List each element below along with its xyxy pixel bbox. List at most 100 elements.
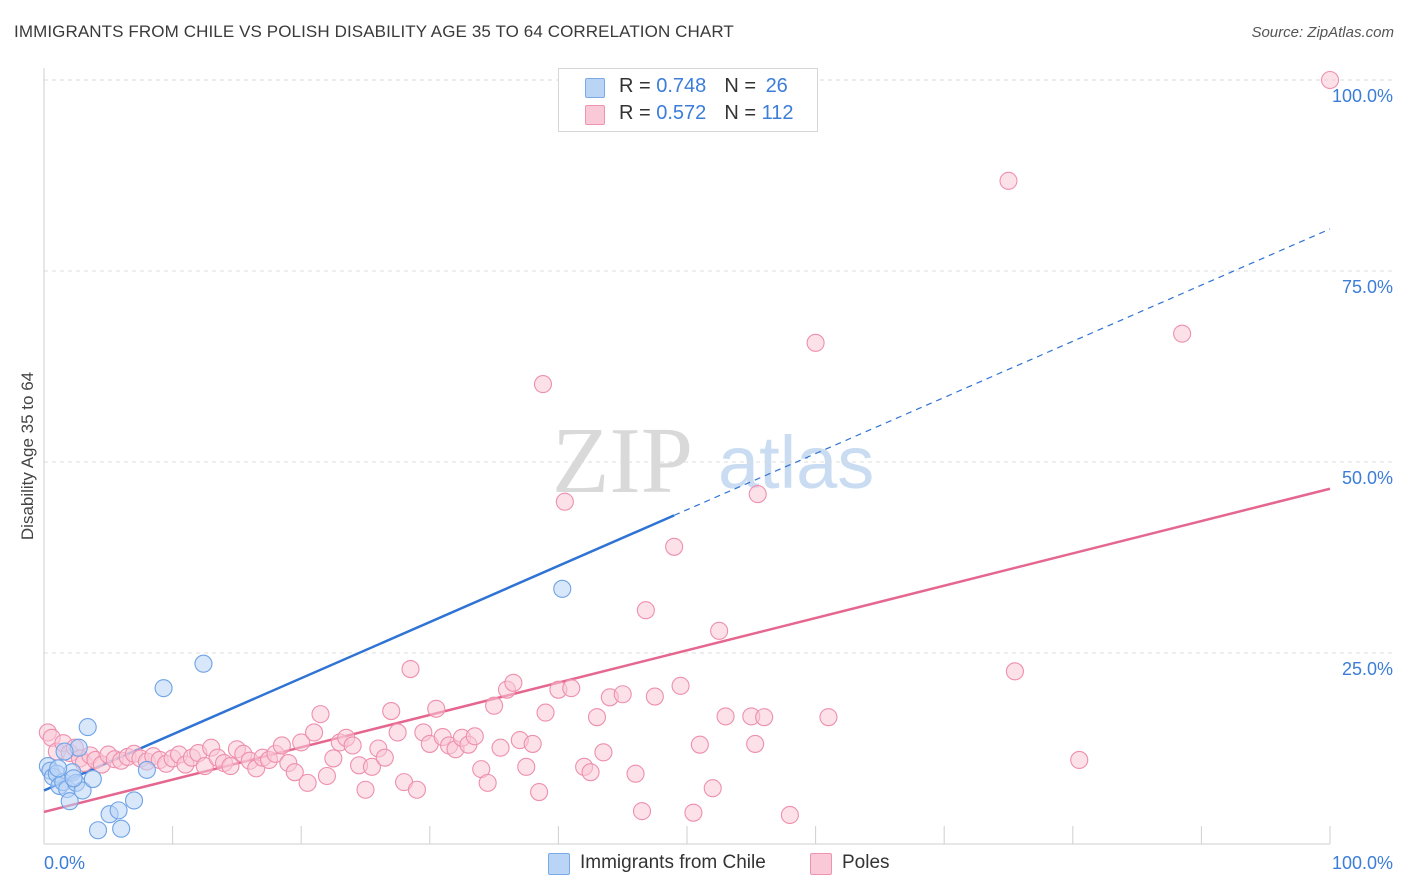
data-point-chile <box>137 760 156 779</box>
data-point-poles <box>1320 70 1340 90</box>
y-tick-label: 75.0% <box>1342 277 1393 297</box>
stats-r-label: R = <box>619 75 657 97</box>
data-point-chile <box>55 742 74 761</box>
data-point-poles <box>587 708 607 727</box>
data-point-poles <box>613 685 632 704</box>
data-point-poles <box>465 727 484 746</box>
y-tick-label: 100.0% <box>1332 86 1393 106</box>
chart-title: IMMIGRANTS FROM CHILE VS POLISH DISABILI… <box>14 22 734 41</box>
data-points <box>38 70 1340 840</box>
data-point-poles <box>292 733 311 752</box>
data-point-poles <box>716 707 735 726</box>
data-point-poles <box>324 749 343 768</box>
data-point-poles <box>632 802 652 821</box>
data-point-poles <box>285 763 304 782</box>
data-point-poles <box>523 734 542 753</box>
axes <box>43 68 1331 845</box>
stats-r-value-poles: 0.572 <box>656 102 707 124</box>
data-point-chile <box>154 679 173 698</box>
stats-n-label: N = <box>724 102 762 124</box>
data-point-poles <box>1070 750 1089 770</box>
legend-swatch-poles <box>810 853 832 875</box>
data-point-poles <box>427 699 446 718</box>
stats-n-label: N = <box>724 75 762 97</box>
data-point-chile <box>124 791 144 810</box>
y-tick-label: 50.0% <box>1342 468 1393 488</box>
trend-lines <box>43 228 1331 814</box>
data-point-poles <box>594 743 613 762</box>
data-point-poles <box>517 757 536 776</box>
tick-labels: 25.0% 50.0% 75.0% 100.0% 0.0% 100.0% <box>44 86 1393 873</box>
data-point-poles <box>388 723 407 742</box>
data-point-chile <box>553 579 572 598</box>
data-point-poles <box>485 696 504 715</box>
data-point-poles <box>272 736 291 755</box>
data-point-poles <box>311 705 330 724</box>
legend-swatch-chile <box>548 853 570 875</box>
data-point-poles <box>581 763 600 782</box>
data-point-poles <box>305 723 324 742</box>
data-point-poles <box>636 601 655 620</box>
data-point-chile <box>73 781 92 800</box>
data-point-chile <box>64 769 83 788</box>
data-point-chile <box>88 821 108 840</box>
data-point-poles <box>562 679 581 698</box>
data-point-poles <box>819 708 838 727</box>
data-point-poles <box>755 708 774 727</box>
data-point-poles <box>999 171 1018 190</box>
stats-swatch-chile <box>585 78 605 98</box>
data-point-poles <box>195 757 214 776</box>
data-point-poles <box>504 673 523 692</box>
data-point-poles <box>1173 324 1192 343</box>
data-point-poles <box>1005 662 1024 681</box>
data-point-poles <box>401 659 420 679</box>
data-point-poles <box>645 687 664 706</box>
stats-swatch-poles <box>585 105 605 125</box>
data-point-poles <box>533 375 553 394</box>
trend-line-solid-0 <box>43 514 675 792</box>
data-point-poles <box>362 757 381 776</box>
data-point-poles <box>382 702 401 721</box>
trend-line-dashed-0 <box>673 228 1331 516</box>
data-point-poles <box>806 333 825 352</box>
data-point-poles <box>491 738 510 757</box>
data-point-poles <box>555 492 574 511</box>
data-point-chile <box>49 759 68 778</box>
legend-label-poles: Poles <box>842 852 890 873</box>
correlation-stats-box: R = 0.748 N = 26 R = 0.572 N = 112 <box>558 68 818 132</box>
grid-lines <box>44 79 1394 654</box>
legend-label-chile: Immigrants from Chile <box>580 852 766 873</box>
stats-r-label: R = <box>619 102 657 124</box>
data-point-poles <box>780 805 799 825</box>
watermark-zip: ZIP <box>552 409 693 513</box>
data-point-chile <box>112 819 131 838</box>
data-point-chile <box>60 792 79 811</box>
data-point-chile <box>109 801 128 820</box>
stats-n-value-chile: 26 <box>765 75 788 97</box>
data-point-poles <box>748 485 767 504</box>
stats-n-value-poles: 112 <box>761 102 794 124</box>
data-point-poles <box>375 748 394 767</box>
data-point-chile <box>78 718 97 737</box>
data-point-poles <box>626 764 645 783</box>
data-point-chile <box>83 770 102 789</box>
x-tick-label: 0.0% <box>44 853 85 873</box>
data-point-poles <box>221 757 240 776</box>
y-tick-label: 25.0% <box>1342 659 1393 679</box>
data-point-poles <box>710 621 729 640</box>
data-point-poles <box>317 766 336 786</box>
data-point-poles <box>665 537 684 556</box>
data-point-poles <box>703 779 722 798</box>
source-credit: Source: ZipAtlas.com <box>1251 24 1394 41</box>
data-point-poles <box>356 780 375 799</box>
data-point-poles <box>671 676 690 695</box>
data-point-poles <box>746 734 765 753</box>
data-point-poles <box>343 736 362 755</box>
data-point-poles <box>298 773 317 792</box>
x-tick-label: 100.0% <box>1332 853 1393 873</box>
data-point-poles <box>478 773 497 792</box>
data-point-poles <box>684 803 703 822</box>
watermark: ZIP atlas <box>552 409 874 513</box>
data-point-poles <box>530 782 549 802</box>
